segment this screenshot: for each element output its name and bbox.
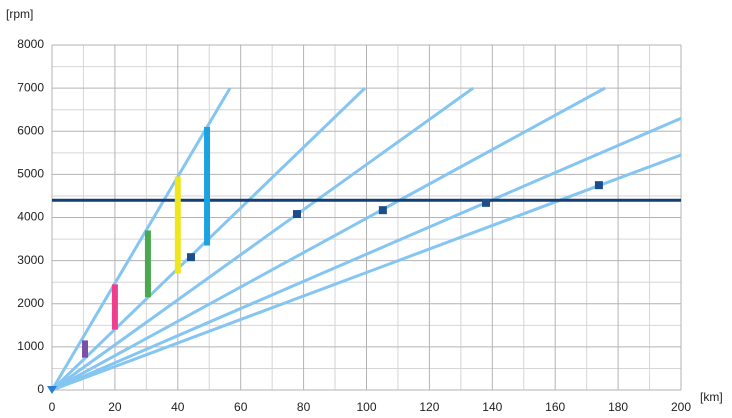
x-tick-label: 200 [671, 400, 691, 414]
gear-line [50, 87, 232, 391]
point [187, 253, 196, 262]
shift-bar [174, 176, 181, 274]
x-tick-label: 140 [482, 400, 502, 414]
gear-line [51, 86, 606, 392]
y-tick-label: 1000 [17, 339, 44, 353]
gear-line [51, 116, 682, 392]
x-tick-label: 40 [171, 400, 185, 414]
shift-bar [82, 340, 89, 358]
point [378, 206, 387, 215]
shift-bar [111, 284, 118, 330]
x-tick-label: 160 [545, 400, 565, 414]
point [482, 198, 491, 207]
gear-line [51, 153, 682, 392]
point [292, 210, 301, 219]
x-tick-label: 0 [49, 400, 56, 414]
x-tick-label: 60 [234, 400, 248, 414]
x-tick-label: 100 [356, 400, 376, 414]
gear-line [51, 86, 474, 392]
y-tick-label: 0 [37, 382, 44, 396]
y-tick-label: 5000 [17, 167, 44, 181]
y-tick-label: 8000 [17, 37, 44, 51]
x-axis-label: [km] [700, 390, 723, 404]
y-tick-label: 3000 [17, 253, 44, 267]
y-tick-label: 7000 [17, 80, 44, 94]
y-tick-label: 4000 [17, 210, 44, 224]
x-tick-label: 120 [419, 400, 439, 414]
shift-bar [204, 126, 211, 246]
origin-marker [47, 386, 57, 394]
y-tick-label: 6000 [17, 123, 44, 137]
y-axis-label: [rpm] [6, 7, 33, 21]
x-tick-label: 180 [608, 400, 628, 414]
shift-bar [144, 230, 151, 298]
x-tick-label: 20 [108, 400, 122, 414]
y-tick-label: 2000 [17, 296, 44, 310]
point [594, 181, 603, 190]
x-tick-label: 80 [297, 400, 311, 414]
